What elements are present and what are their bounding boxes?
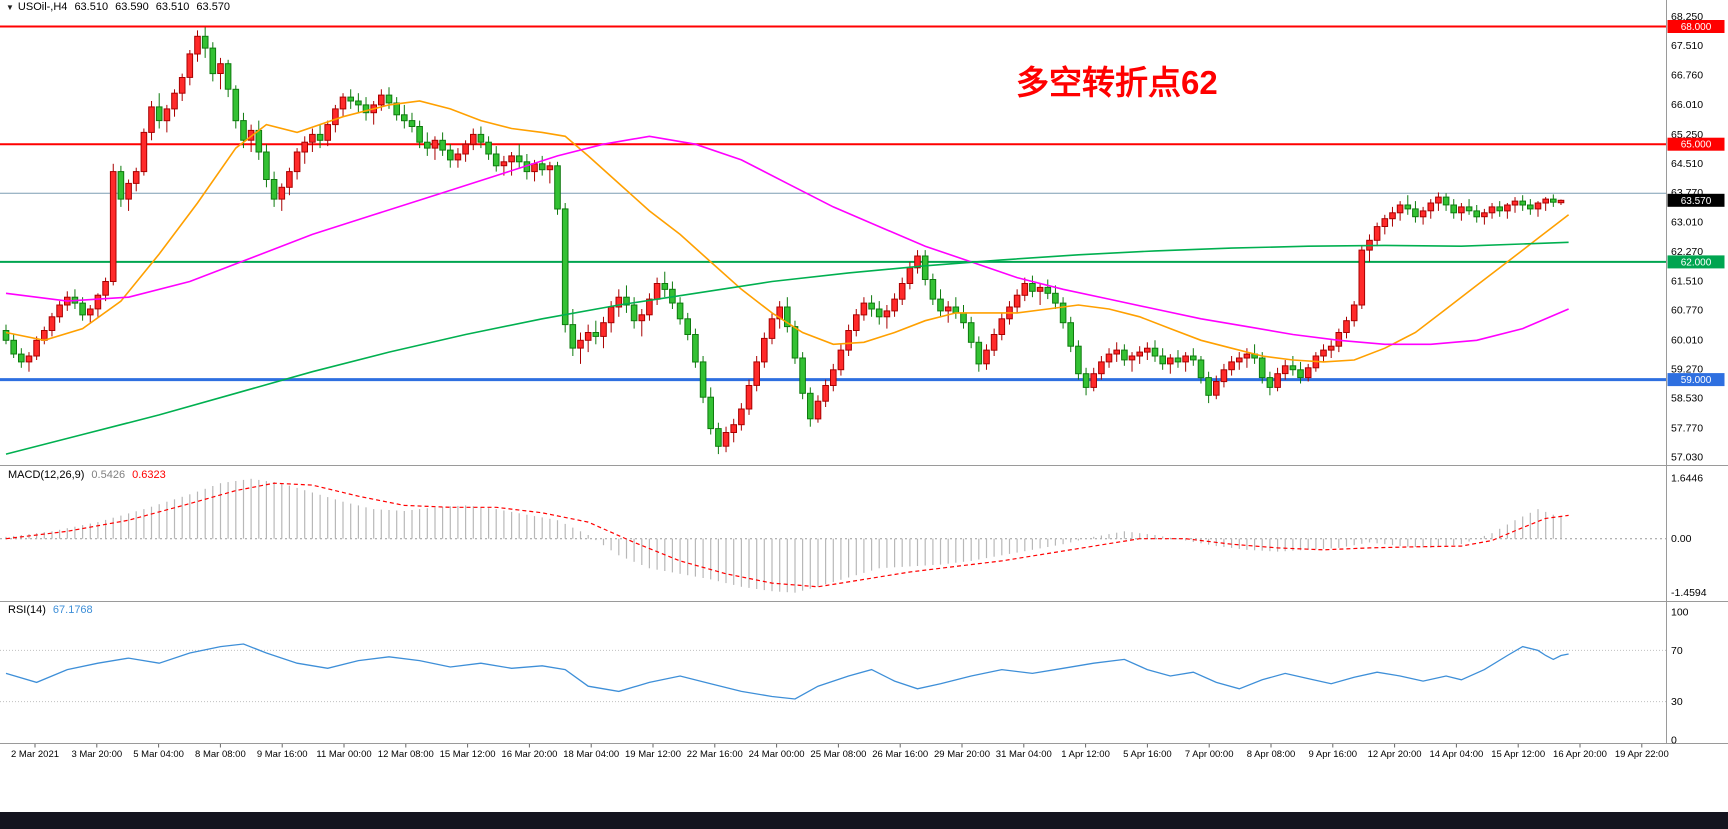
price-badge [1667, 137, 1725, 151]
panel-frame-layer [0, 0, 1728, 744]
macd-signal-line [5, 482, 1569, 588]
time-axis-label: 14 Apr 04:00 [1429, 749, 1483, 760]
time-axis-label: 29 Mar 20:00 [934, 749, 990, 760]
time-axis-label: 1 Apr 12:00 [1061, 749, 1110, 760]
ma-slow-green [5, 241, 1569, 455]
rsi-label: RSI(14) 67.1768 [8, 604, 100, 616]
rsi-line [5, 643, 1569, 700]
macd-signal-value: 0.6323 [132, 469, 166, 481]
high-value: 63.590 [115, 1, 149, 13]
macd-axis-label: -1.4594 [1671, 587, 1707, 599]
price-axis-label: 59.270 [1671, 364, 1703, 376]
price-axis-label: 57.770 [1671, 422, 1703, 434]
rsi-layer [0, 643, 1666, 703]
price-axis-label: 67.510 [1671, 40, 1703, 52]
time-axis-label: 3 Mar 20:00 [71, 749, 122, 760]
macd-name: MACD(12,26,9) [8, 469, 85, 481]
price-badge-label: 65.000 [1681, 140, 1712, 151]
dropdown-triangle-icon[interactable]: ▼ [6, 3, 14, 12]
price-axis-label: 61.510 [1671, 276, 1703, 288]
price-axis-label: 60.010 [1671, 334, 1703, 346]
rsi-axis-label: 100 [1671, 607, 1689, 619]
price-axis-label: 63.010 [1671, 217, 1703, 229]
price-axis-label: 66.760 [1671, 70, 1703, 82]
time-axis-label: 24 Mar 00:00 [749, 749, 805, 760]
price-badge-label: 59.000 [1681, 375, 1712, 386]
ma-mid-magenta [5, 135, 1569, 346]
time-axis-label: 15 Mar 12:00 [440, 749, 496, 760]
open-value: 63.510 [74, 1, 109, 13]
rsi-value: 67.1768 [52, 604, 93, 616]
time-axis-label: 2 Mar 2021 [11, 749, 59, 760]
close-value: 63.570 [196, 1, 231, 13]
rsi-axis-label: 0 [1671, 735, 1677, 747]
price-axis-label: 57.030 [1671, 451, 1703, 463]
rsi-axis-label: 70 [1671, 645, 1683, 657]
low-value: 63.510 [155, 1, 190, 13]
price-axis-label: 64.510 [1671, 158, 1703, 170]
horizontal-lines-layer[interactable] [0, 25, 1666, 382]
macd-axis-label: 0.00 [1671, 533, 1692, 545]
rsi-name: RSI(14) [8, 604, 46, 616]
price-badges-layer: 68.000 65.000 62.000 59.000 63.570 [1667, 20, 1725, 387]
price-badge-label: 62.000 [1681, 257, 1712, 268]
time-axis-label: 25 Mar 08:00 [810, 749, 866, 760]
moving-averages-layer [5, 100, 1570, 455]
time-axis-label: 26 Mar 16:00 [872, 749, 928, 760]
time-axis-label: 5 Apr 16:00 [1123, 749, 1172, 760]
time-axis-label: 7 Apr 00:00 [1185, 749, 1234, 760]
ma-fast-orange [5, 100, 1570, 363]
time-axis-label: 11 Mar 00:00 [316, 749, 371, 760]
time-axis-label: 16 Apr 20:00 [1553, 749, 1607, 760]
time-axis-label: 9 Apr 16:00 [1308, 749, 1357, 760]
price-axis-label: 60.770 [1671, 305, 1703, 317]
time-axis-label: 19 Apr 22:00 [1615, 749, 1669, 760]
symbol-info: ▼ USOil-,H4 63.510 63.590 63.510 63.570 [6, 1, 230, 13]
chart-canvas[interactable]: 68.25067.51066.76066.01065.25064.51063.7… [0, 0, 1728, 765]
annotation-text: 多空转折点62 [1016, 64, 1218, 101]
time-axis-label: 16 Mar 20:00 [501, 749, 557, 760]
time-axis-label: 8 Mar 08:00 [195, 749, 246, 760]
time-axis-label: 22 Mar 16:00 [687, 749, 743, 760]
symbol-timeframe: USOil-,H4 [17, 1, 68, 13]
time-axis-label: 18 Mar 04:00 [563, 749, 619, 760]
time-axis-label: 12 Apr 20:00 [1368, 749, 1422, 760]
price-badge [1667, 20, 1725, 33]
time-axis-label: 12 Mar 08:00 [378, 749, 434, 760]
price-axis-label: 66.010 [1671, 99, 1703, 111]
price-badge [1667, 193, 1725, 207]
price-badge-label: 68.000 [1681, 22, 1712, 33]
time-axis-label: 8 Apr 08:00 [1247, 749, 1296, 760]
time-axis-label: 15 Apr 12:00 [1491, 749, 1545, 760]
macd-label: MACD(12,26,9) 0.5426 0.6323 [8, 469, 173, 481]
time-axis-label: 5 Mar 04:00 [133, 749, 184, 760]
price-badge [1667, 255, 1725, 269]
time-axis-label: 31 Mar 04:00 [996, 749, 1052, 760]
macd-main-value: 0.5426 [91, 469, 126, 481]
macd-layer [0, 478, 1666, 593]
price-badge-label: 63.570 [1681, 196, 1712, 207]
price-axis-label: 58.530 [1671, 393, 1703, 405]
macd-axis-label: 1.6446 [1671, 472, 1703, 484]
price-axis-label: 62.270 [1671, 246, 1703, 258]
bottom-bar [0, 812, 1728, 829]
rsi-axis-label: 30 [1671, 696, 1683, 708]
time-axis-label: 9 Mar 16:00 [257, 749, 308, 760]
candlesticks-layer [2, 27, 1565, 455]
time-axis-label: 19 Mar 12:00 [625, 749, 681, 760]
time-axis[interactable]: 2 Mar 2021 3 Mar 20:00 5 Mar 04:00 8 Mar 08… [11, 744, 1669, 760]
price-badge [1667, 373, 1725, 387]
